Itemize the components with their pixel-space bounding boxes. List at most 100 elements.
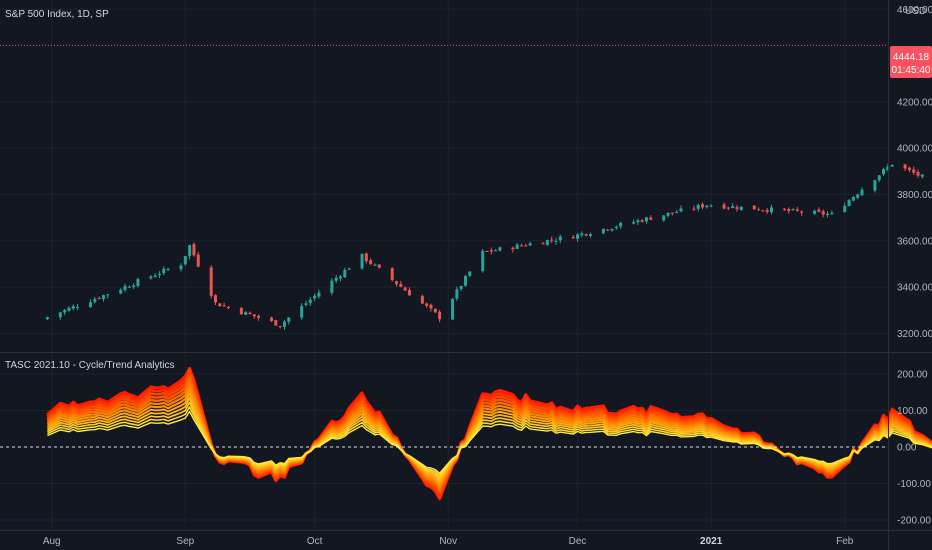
candle-body[interactable] — [377, 264, 381, 268]
candle-body[interactable] — [308, 299, 312, 303]
candle-body[interactable] — [666, 212, 670, 216]
candle-body[interactable] — [313, 295, 317, 299]
candle-body[interactable] — [248, 312, 252, 315]
candle-body[interactable] — [429, 304, 433, 309]
price-axis[interactable]: 3200.00 3400.00 3600.00 3800.00 4000.00 4200.… — [897, 5, 932, 340]
candle-body[interactable] — [183, 255, 187, 265]
candle-body[interactable] — [576, 234, 580, 239]
candle-body[interactable] — [528, 243, 532, 246]
candle-body[interactable] — [97, 297, 101, 299]
candle-body[interactable] — [157, 273, 161, 276]
candle-body[interactable] — [765, 210, 769, 212]
candle-body[interactable] — [856, 194, 860, 198]
candle-body[interactable] — [524, 245, 528, 247]
candle-body[interactable] — [571, 236, 575, 239]
candle-body[interactable] — [433, 308, 437, 313]
candle-body[interactable] — [399, 284, 403, 287]
candle-body[interactable] — [459, 285, 463, 289]
candle-body[interactable] — [162, 268, 166, 274]
candle-body[interactable] — [451, 298, 455, 320]
candle-body[interactable] — [257, 315, 261, 318]
candle-body[interactable] — [847, 200, 851, 206]
candle-body[interactable] — [916, 171, 920, 176]
currency-label[interactable]: USD — [905, 6, 926, 17]
candle-body[interactable] — [395, 281, 399, 285]
candle-body[interactable] — [455, 289, 459, 299]
candle-body[interactable] — [882, 169, 886, 175]
candle-body[interactable] — [640, 220, 644, 222]
candle-body[interactable] — [153, 275, 157, 278]
candle-body[interactable] — [119, 289, 123, 294]
candle-body[interactable] — [463, 276, 467, 286]
candle-body[interactable] — [407, 290, 411, 296]
candle-body[interactable] — [334, 277, 338, 281]
candle-body[interactable] — [830, 212, 834, 214]
candle-body[interactable] — [843, 205, 847, 213]
candle-body[interactable] — [584, 234, 588, 236]
candle-body[interactable] — [696, 204, 700, 209]
candle-body[interactable] — [63, 309, 67, 313]
candle-body[interactable] — [705, 205, 709, 208]
candle-body[interactable] — [494, 250, 498, 252]
candle-body[interactable] — [67, 307, 71, 311]
candle-body[interactable] — [252, 314, 256, 317]
candle-body[interactable] — [287, 317, 291, 322]
candle-body[interactable] — [360, 253, 364, 269]
indicator-axis[interactable]: -200.00 -100.00 0.00 100.00 200.00 — [897, 370, 931, 527]
candle-body[interactable] — [132, 285, 136, 287]
candle-body[interactable] — [614, 226, 618, 229]
candle-body[interactable] — [920, 174, 924, 177]
candle-body[interactable] — [149, 276, 153, 279]
candle-body[interactable] — [886, 166, 890, 170]
candle-body[interactable] — [619, 222, 623, 227]
candle-body[interactable] — [912, 169, 916, 173]
candle-body[interactable] — [438, 311, 442, 320]
candle-body[interactable] — [645, 217, 648, 222]
candle-body[interactable] — [550, 239, 554, 241]
candle-body[interactable] — [71, 306, 75, 309]
candle-body[interactable] — [425, 303, 429, 306]
candle-body[interactable] — [692, 208, 696, 210]
candle-body[interactable] — [851, 196, 855, 201]
candle-body[interactable] — [343, 269, 347, 278]
candle-body[interactable] — [636, 220, 640, 223]
candle-body[interactable] — [485, 251, 489, 253]
candle-body[interactable] — [701, 204, 705, 208]
candle-body[interactable] — [373, 264, 377, 266]
candle-body[interactable] — [782, 208, 786, 210]
candle-body[interactable] — [873, 180, 877, 191]
candle-body[interactable] — [558, 236, 562, 241]
candle-body[interactable] — [826, 213, 830, 216]
candle-body[interactable] — [541, 243, 545, 245]
last-price-badge[interactable]: 4444.18 01:45:40 — [890, 46, 932, 78]
candle-body[interactable] — [580, 233, 584, 236]
symbol-title[interactable]: S&P 500 Index, 1D, SP — [5, 9, 109, 20]
candle-body[interactable] — [791, 209, 795, 211]
candle-body[interactable] — [364, 253, 368, 262]
candle-body[interactable] — [136, 279, 140, 286]
candle-body[interactable] — [795, 209, 799, 211]
candle-body[interactable] — [739, 206, 743, 211]
candle-body[interactable] — [649, 217, 653, 220]
candle-body[interactable] — [209, 267, 213, 296]
candle-body[interactable] — [214, 295, 217, 303]
candle-body[interactable] — [420, 295, 424, 304]
candle-body[interactable] — [520, 245, 524, 247]
time-axis[interactable]: AugSepOctNovDec2021FebMarAprMayJunJulAug… — [43, 536, 932, 547]
candle-body[interactable] — [89, 302, 93, 308]
candle-body[interactable] — [93, 299, 97, 303]
candle-body[interactable] — [347, 268, 351, 270]
candle-body[interactable] — [511, 247, 515, 250]
candle-body[interactable] — [606, 229, 610, 231]
price-candles[interactable] — [45, 21, 932, 330]
candle-body[interactable] — [722, 204, 726, 209]
candle-body[interactable] — [369, 260, 373, 264]
candle-body[interactable] — [489, 250, 493, 252]
candle-body[interactable] — [282, 321, 286, 327]
indicator-title[interactable]: TASC 2021.10 - Cycle/Trend Analytics — [5, 360, 175, 371]
candle-body[interactable] — [123, 286, 127, 290]
candle-body[interactable] — [670, 212, 674, 214]
candle-body[interactable] — [239, 307, 243, 315]
candle-body[interactable] — [821, 211, 825, 215]
candle-body[interactable] — [76, 306, 80, 308]
